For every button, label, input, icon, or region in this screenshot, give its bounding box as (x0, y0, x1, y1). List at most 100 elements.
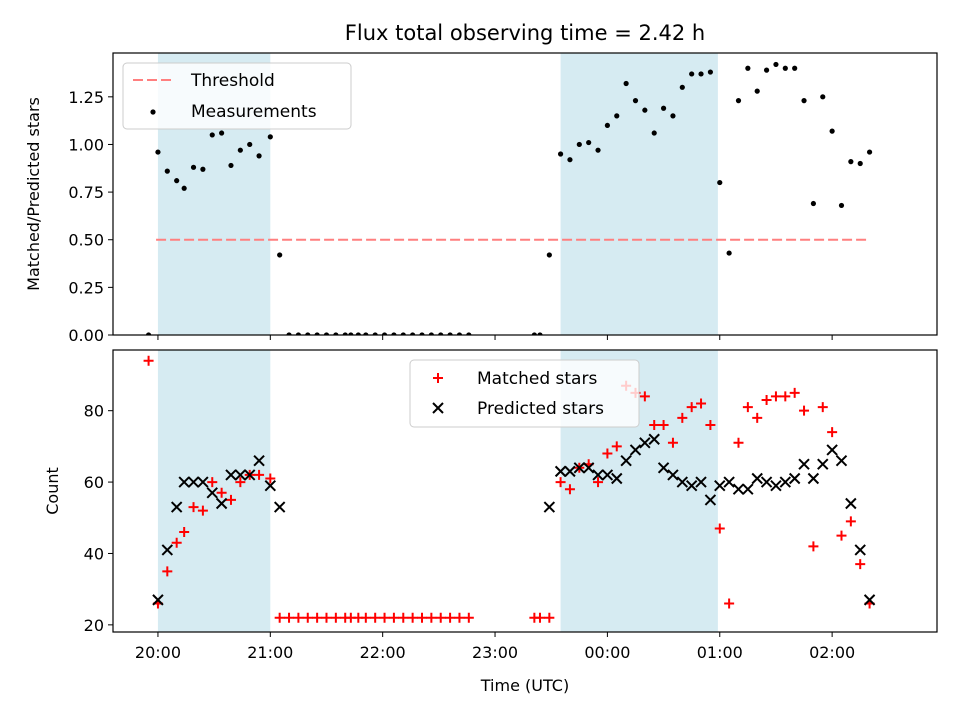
predicted-stars-point (854, 544, 866, 556)
legend-measurements-label: Measurements (191, 102, 317, 122)
measurement-point (866, 149, 873, 155)
predicted-stars-point (817, 458, 829, 470)
x-tick-label: 02:00 (809, 643, 855, 662)
measurement-point (586, 139, 592, 146)
matched-stars-point (534, 612, 545, 623)
matched-stars-point (284, 612, 295, 623)
measurement-point (773, 61, 779, 68)
matched-stars-point (724, 598, 735, 609)
predicted-stars-point (225, 469, 237, 481)
matched-stars-point (855, 559, 866, 570)
measurement-point (348, 332, 354, 335)
predicted-stars-point (770, 479, 782, 492)
predicted-stars-point (234, 469, 247, 481)
predicted-stars-point (253, 454, 265, 467)
measurement-point (707, 69, 714, 75)
predicted-stars-point (554, 465, 567, 478)
matched-stars-point (752, 412, 763, 423)
measurement-point (314, 332, 320, 335)
measurement-point (323, 332, 330, 335)
measurement-point (848, 159, 854, 165)
predicted-stars-point (178, 476, 190, 488)
legend-threshold-label: Threshold (190, 71, 275, 91)
matched-stars-point (171, 537, 182, 548)
predicted-stars-point (264, 479, 277, 492)
matched-stars-point (370, 612, 381, 623)
measurement-point (838, 202, 845, 209)
matched-stars-point (225, 494, 236, 505)
predicted-stars-point (582, 462, 595, 474)
predicted-stars-point (845, 497, 857, 510)
legend-box (409, 359, 640, 428)
measurement-point (400, 332, 406, 335)
matched-stars-point (742, 402, 753, 413)
matched-stars-point (426, 612, 437, 623)
matched-stars-point (312, 612, 323, 623)
measurement-point (355, 332, 361, 335)
measurement-point (305, 332, 311, 335)
measurement-point (372, 332, 378, 335)
y-tick-label: 1.25 (68, 88, 104, 107)
matched-stars-point (445, 612, 456, 623)
predicted-stars-point (676, 476, 689, 488)
predicted-stars-point (648, 433, 660, 445)
predicted-stars-point (273, 501, 286, 513)
matched-stars-point (360, 612, 371, 623)
y-tick-label: 20 (84, 616, 104, 635)
measurement-point (190, 164, 197, 170)
y-tick-label: 0.75 (68, 183, 104, 202)
matched-stars-point (293, 612, 304, 623)
matched-stars-point (845, 516, 856, 527)
predicted-stars-point (244, 469, 256, 481)
matched-stars-point (602, 448, 613, 459)
measurement-point (145, 332, 152, 335)
matched-stars-point (235, 477, 246, 488)
legend-predicted-swatch (432, 402, 444, 414)
measurement-point (466, 332, 472, 335)
legend-box (122, 62, 352, 130)
matched-stars-point (216, 487, 227, 498)
measurement-point (456, 332, 463, 335)
measurement-point (651, 130, 657, 136)
matched-stars-point (544, 612, 555, 623)
measurement-point (632, 98, 639, 104)
measurement-point (277, 252, 283, 258)
predicted-stars-point (620, 454, 632, 467)
matched-stars-point (733, 437, 744, 448)
matched-stars-point (302, 612, 313, 623)
x-tick-label: 20:00 (135, 643, 181, 662)
measurement-point (726, 250, 732, 256)
matched-stars-point (407, 612, 418, 623)
matched-stars-point (564, 484, 575, 495)
matched-stars-point (799, 405, 810, 416)
matched-stars-point (770, 391, 781, 402)
matched-stars-point (330, 612, 341, 623)
measurement-point (447, 332, 453, 335)
measurement-point (342, 332, 348, 335)
measurement-point (174, 178, 180, 184)
predicted-stars-point (863, 594, 876, 606)
measurement-point (546, 252, 552, 258)
measurement-point (857, 160, 863, 167)
matched-stars-point (207, 477, 218, 488)
measurement-point (256, 153, 262, 159)
x-axis-label: Time (UTC) (480, 676, 569, 695)
matched-stars-point (398, 612, 409, 623)
predicted-stars-point (685, 479, 698, 492)
measurement-point (689, 71, 695, 77)
measurement-point (567, 157, 573, 163)
matched-stars-point (593, 477, 604, 488)
measurement-point (670, 113, 676, 119)
legend-matched-label: Matched stars (477, 369, 597, 389)
legend-top: Threshold Measurements (122, 62, 352, 130)
matched-stars-point (254, 469, 265, 480)
predicted-stars-point (788, 472, 801, 485)
matched-stars-point (555, 477, 566, 488)
chart-title: Flux total observing time = 2.42 h (345, 21, 705, 45)
matched-stars-point (143, 355, 154, 366)
measurement-point (428, 332, 434, 335)
measurement-point (209, 132, 215, 138)
predicted-stars-point (826, 444, 838, 456)
predicted-stars-point (152, 594, 164, 606)
